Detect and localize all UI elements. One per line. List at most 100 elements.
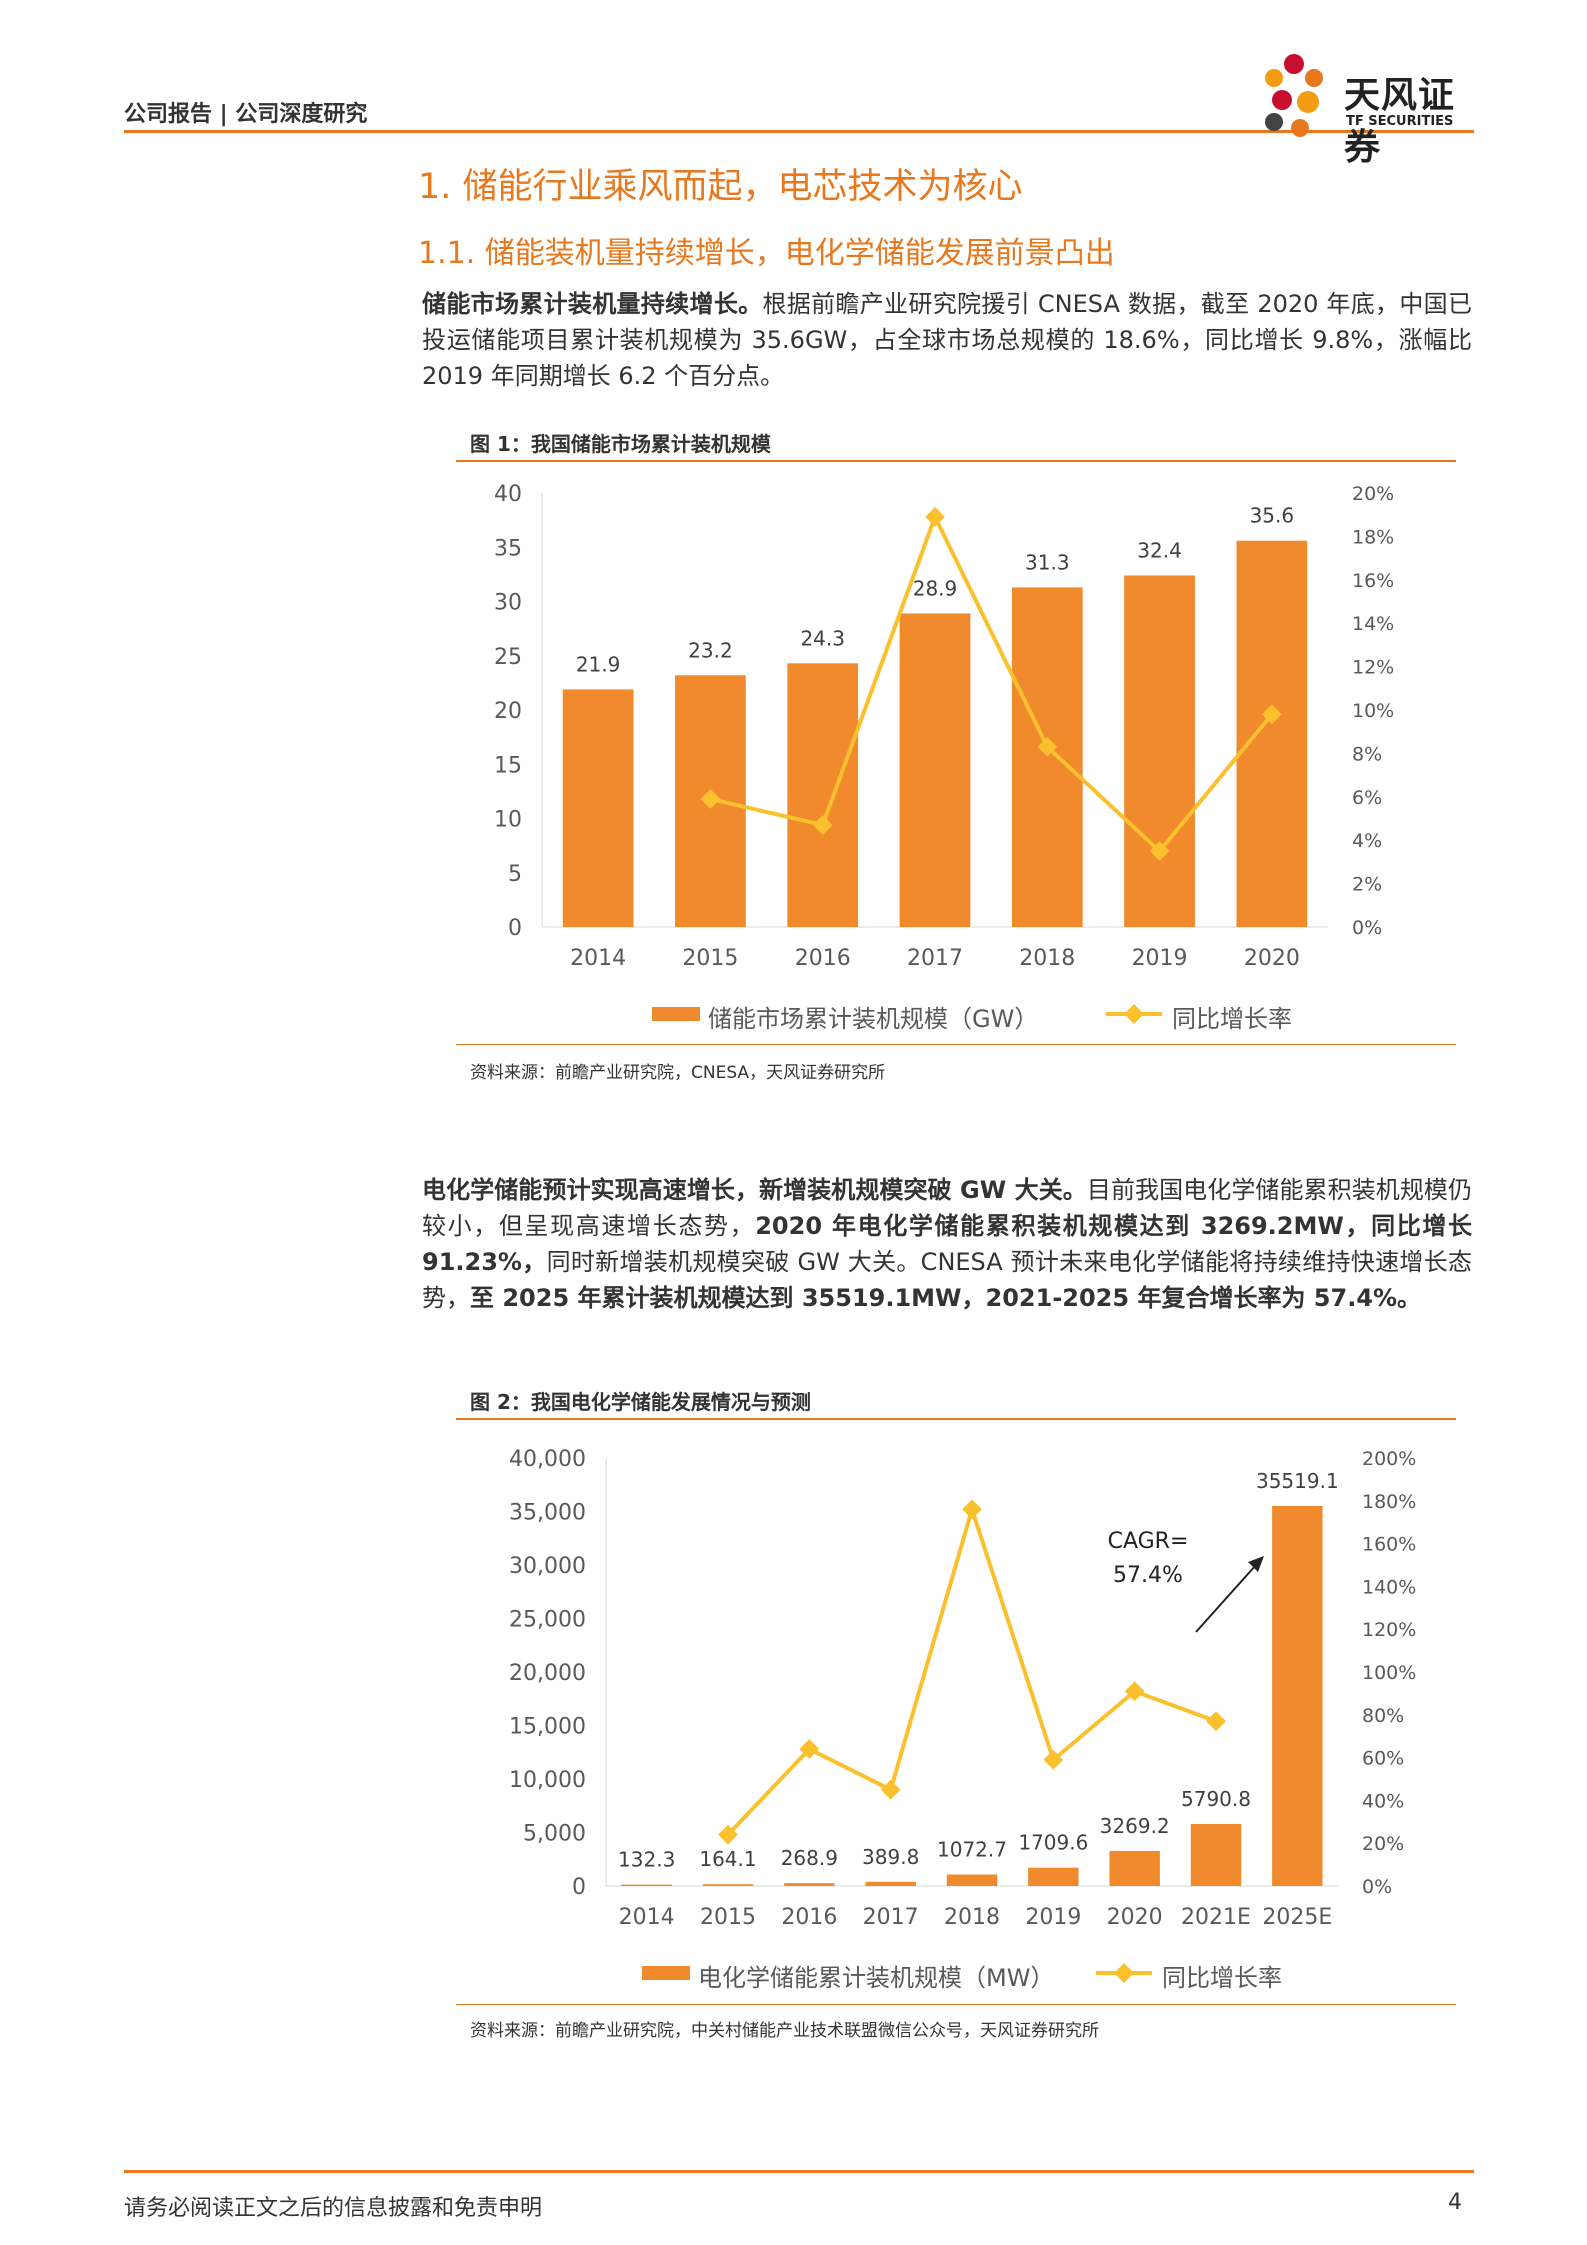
figure-2-title: 图 2：我国电化学储能发展情况与预测 (470, 1390, 811, 1414)
x-tick-label: 2018 (944, 1905, 1000, 1930)
y-left-tick-label: 5 (508, 862, 522, 887)
footer-divider (124, 2170, 1474, 2173)
y-left-tick-label: 20 (494, 699, 522, 724)
legend-label-line: 同比增长率 (1162, 1964, 1282, 1992)
bar (702, 1884, 754, 1886)
bar-data-label: 1709.6 (1018, 1831, 1088, 1855)
figure-1-source: 资料来源：前瞻产业研究院，CNESA，天风证券研究所 (470, 1063, 886, 1083)
y-left-tick-label: 0 (572, 1875, 586, 1900)
y-left-tick-label: 20,000 (509, 1661, 586, 1686)
chart-electrochemical-storage: 0 5,000 10,000 15,000 20,000 25,000 30,000 35,0… (509, 1447, 1416, 1992)
bar-data-label: 31.3 (1025, 550, 1070, 574)
x-tick-label: 2015 (682, 946, 738, 971)
x-tick-label: 2018 (1019, 946, 1075, 971)
chart-storage-capacity: 0 5 10 15 20 25 30 35 40 0% 2% 4% 6% 8% 10% 12% 14% 16% 18… (494, 482, 1394, 1033)
growth-rate-line (726, 1507, 1217, 1837)
figure-2-top-rule (456, 1418, 1456, 1420)
bar-data-label: 389.8 (862, 1845, 919, 1869)
y-right-tick-label: 18% (1352, 526, 1394, 548)
bar (1190, 1824, 1242, 1886)
y-right-tick-label: 200% (1362, 1448, 1416, 1470)
flower-logo-icon (1265, 54, 1323, 137)
legend-swatch-bar (642, 1966, 690, 1980)
figure-2-source: 资料来源：前瞻产业研究院，中关村储能产业技术联盟微信公众号，天风证券研究所 (470, 2021, 1099, 2041)
bar-data-label: 3269.2 (1100, 1814, 1170, 1838)
logo-subtitle: TF SECURITIES (1346, 114, 1454, 129)
para2-b1: 电化学储能预计实现高速增长，新增装机规模突破 GW 大关。 (422, 1176, 1087, 1204)
x-tick-label: 2019 (1132, 946, 1188, 971)
growth-rate-point (700, 789, 721, 809)
para1-body: 根据前瞻产业研究院援引 CNESA 数据，截至 2020 年底，中国已投运储能项… (422, 290, 1472, 390)
y-right-tick-label: 2% (1352, 874, 1382, 896)
bar-data-label: 1072.7 (937, 1838, 1007, 1862)
legend-label-bar: 储能市场累计装机规模（GW） (708, 1005, 1038, 1033)
y-right-tick-label: 80% (1362, 1705, 1404, 1727)
bar-data-label: 21.9 (576, 652, 621, 676)
bar-data-label: 268.9 (781, 1846, 838, 1870)
bar-data-label: 5790.8 (1181, 1787, 1251, 1811)
paragraph-1: 储能市场累计装机量持续增长。根据前瞻产业研究院援引 CNESA 数据，截至 20… (422, 286, 1472, 394)
y-left-tick-label: 40 (494, 482, 522, 507)
x-tick-label: 2016 (795, 946, 851, 971)
legend-label-bar: 电化学储能累计装机规模（MW） (698, 1964, 1054, 1992)
y-right-tick-label: 10% (1352, 700, 1394, 722)
y-left-tick-label: 35,000 (509, 1501, 586, 1526)
growth-rate-point (718, 1824, 738, 1845)
y-right-tick-label: 60% (1362, 1748, 1404, 1770)
bar-data-label: 24.3 (800, 626, 845, 650)
y-left-tick-label: 25,000 (509, 1608, 586, 1633)
subsection-heading: 1.1. 储能装机量持续增长，电化学储能发展前景凸出 (418, 236, 1115, 271)
y-left-tick-label: 10 (494, 808, 522, 833)
y-left-tick-label: 5,000 (523, 1822, 586, 1847)
growth-rate-line (709, 514, 1274, 854)
bar-data-label: 35519.1 (1256, 1469, 1339, 1493)
y-right-tick-label: 0% (1362, 1876, 1392, 1898)
logo-name: 天风证券 (1344, 75, 1456, 168)
figure-1-top-rule (456, 460, 1456, 462)
growth-rate-point (1206, 1711, 1226, 1732)
y-left-tick-label: 30 (494, 591, 522, 616)
x-tick-label: 2019 (1025, 1905, 1081, 1930)
y-right-tick-label: 20% (1352, 483, 1394, 505)
legend-label-line: 同比增长率 (1172, 1005, 1292, 1033)
bar (1272, 1505, 1323, 1886)
bar-data-label: 28.9 (913, 576, 958, 600)
para2-b3: 至 2025 年累计装机规模达到 35519.1MW，2021-2025 年复合… (470, 1284, 1422, 1312)
y-left-tick-label: 0 (508, 916, 522, 941)
bar (1236, 540, 1308, 927)
para1-lead: 储能市场累计装机量持续增长。 (422, 290, 763, 318)
y-left-tick-label: 35 (494, 536, 522, 561)
bar (621, 1884, 672, 1886)
bar-data-label: 32.4 (1137, 538, 1182, 562)
x-tick-label: 2025E (1262, 1905, 1332, 1930)
x-tick-label: 2020 (1244, 946, 1300, 971)
bar (784, 1883, 835, 1886)
cagr-arrow-line (1195, 1564, 1257, 1633)
legend-swatch-bar (652, 1007, 700, 1021)
x-tick-label: 2017 (907, 946, 963, 971)
growth-rate-point (1043, 1749, 1064, 1770)
bar (946, 1874, 998, 1886)
bar (1028, 1867, 1079, 1886)
y-right-tick-label: 8% (1352, 743, 1382, 765)
legend-marker-line (1114, 1963, 1134, 1983)
company-logo: 天风证券 TF SECURITIES (1252, 52, 1482, 168)
y-right-tick-label: 40% (1362, 1790, 1404, 1812)
growth-rate-point (962, 1499, 982, 1520)
x-tick-label: 2014 (619, 1905, 675, 1930)
x-tick-label: 2017 (863, 1905, 919, 1930)
section-heading: 1. 储能行业乘风而起，电芯技术为核心 (418, 167, 1023, 207)
y-right-tick-label: 14% (1352, 613, 1394, 635)
para2-t2: 同时新增装机规模突破 GW 大关。CNESA 预计未来电化学储能将持续维持快速增… (422, 1248, 1473, 1312)
figure-1-bottom-rule (456, 1044, 1456, 1045)
bar (1109, 1851, 1160, 1886)
cagr-arrow-head (1248, 1556, 1264, 1572)
y-right-tick-label: 180% (1362, 1491, 1416, 1513)
y-left-tick-label: 25 (494, 645, 522, 670)
y-right-tick-label: 4% (1352, 830, 1382, 852)
bar (865, 1881, 916, 1886)
y-right-tick-label: 160% (1362, 1534, 1416, 1556)
y-right-tick-label: 140% (1362, 1576, 1416, 1598)
para2-t1: 目前我国电化学储能累积装机规模仍较小，但呈现高速增长态势， (422, 1176, 1473, 1240)
y-right-tick-label: 120% (1362, 1619, 1416, 1641)
